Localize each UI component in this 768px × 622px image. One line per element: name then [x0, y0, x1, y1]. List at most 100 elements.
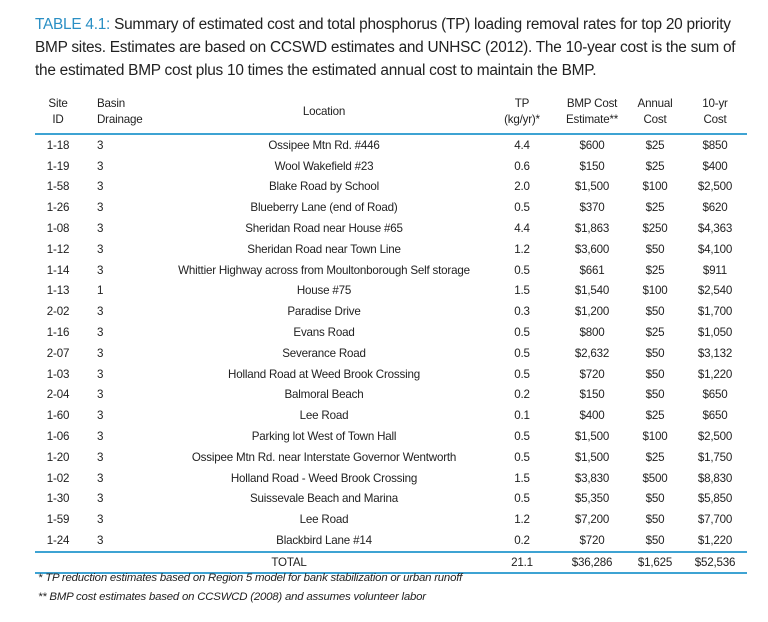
- column-header-line2: ID: [52, 113, 64, 126]
- column-header-tp: TP (kg/yr)*: [487, 94, 557, 135]
- cell-annual-cost: $50: [645, 492, 665, 506]
- column-header-line1: 10-yr: [702, 97, 728, 110]
- cell-basin-drainage: 3: [97, 450, 104, 464]
- table-row: 1-08 3 Sheridan Road near House #65 4.4 $1,8…: [35, 218, 747, 239]
- cell-ten-yr-cost: $3,132: [697, 346, 733, 360]
- cell-site-id: 1-26: [46, 201, 70, 215]
- total-bmp: $36,286: [557, 550, 627, 574]
- cell-ten-yr-cost: $400: [702, 159, 728, 173]
- cell-location: Evans Road: [293, 326, 355, 340]
- column-header-line2: Cost: [703, 113, 727, 126]
- cell-location: Paradise Drive: [287, 305, 361, 319]
- cell-tp: 1.5: [514, 471, 530, 485]
- column-header-line2: Estimate**: [565, 113, 619, 126]
- column-header-line1: TP: [514, 97, 530, 110]
- cell-site-id: 2-02: [46, 305, 70, 319]
- cell-tp: 0.5: [514, 430, 530, 444]
- cell-tp: 0.5: [514, 326, 530, 340]
- table-row: 2-07 3 Severance Road 0.5 $2,632 $50 $3,132: [35, 343, 747, 364]
- cell-annual-cost: $50: [645, 305, 665, 319]
- table-row: 1-16 3 Evans Road 0.5 $800 $25 $1,050: [35, 322, 747, 343]
- cell-tp: 4.4: [514, 222, 530, 236]
- column-header-basin-drainage: Basin Drainage: [81, 94, 161, 135]
- cell-basin-drainage: 3: [97, 367, 104, 381]
- column-header-line1: Location: [302, 105, 346, 118]
- table-row: 1-03 3 Holland Road at Weed Brook Crossing…: [35, 364, 747, 385]
- cell-ten-yr-cost: $7,700: [697, 513, 733, 527]
- cell-tp: 1.2: [514, 513, 530, 527]
- cell-location: Lee Road: [299, 513, 349, 527]
- total-ten-yr: $52,536: [683, 550, 747, 574]
- cell-basin-drainage: 3: [97, 492, 104, 506]
- cell-ten-yr-cost: $1,050: [697, 326, 733, 340]
- cell-tp: 4.4: [514, 138, 530, 152]
- table-row: 2-04 3 Balmoral Beach 0.2 $150 $50 $650: [35, 385, 747, 406]
- cell-tp: 2.0: [514, 180, 530, 194]
- cell-site-id: 1-19: [46, 159, 70, 173]
- cell-site-id: 1-08: [46, 222, 70, 236]
- cell-bmp-cost-estimate: $1,500: [574, 180, 610, 194]
- cell-tp: 0.5: [514, 367, 530, 381]
- cell-bmp-cost-estimate: $1,540: [574, 284, 610, 298]
- column-header-line1: Basin: [97, 97, 126, 110]
- cell-location: Ossipee Mtn Rd. #446: [268, 138, 380, 152]
- cell-bmp-cost-estimate: $400: [579, 409, 605, 423]
- table-row: 1-13 1 House #75 1.5 $1,540 $100 $2,540: [35, 281, 747, 302]
- cell-annual-cost: $50: [645, 388, 665, 402]
- caption-text: Summary of estimated cost and total phos…: [35, 16, 736, 79]
- column-header-bmp-cost-estimate: BMP Cost Estimate**: [557, 94, 627, 135]
- cell-basin-drainage: 3: [97, 534, 104, 548]
- cell-site-id: 1-20: [46, 450, 70, 464]
- cell-ten-yr-cost: $2,500: [697, 430, 733, 444]
- cell-basin-drainage: 3: [97, 222, 104, 236]
- cell-bmp-cost-estimate: $720: [579, 367, 605, 381]
- cell-tp: 1.2: [514, 242, 530, 256]
- cell-ten-yr-cost: $650: [702, 388, 728, 402]
- cell-bmp-cost-estimate: $7,200: [574, 513, 610, 527]
- header-row: Site ID Basin Drainage Location TP (kg/yr)* BMP…: [35, 94, 747, 135]
- cell-ten-yr-cost: $620: [702, 201, 728, 215]
- cell-basin-drainage: 3: [97, 513, 104, 527]
- cell-basin-drainage: 3: [97, 471, 104, 485]
- cell-ten-yr-cost: $1,220: [697, 367, 733, 381]
- cell-basin-drainage: 3: [97, 180, 104, 194]
- cell-site-id: 1-60: [46, 409, 70, 423]
- total-annual: $1,625: [627, 550, 683, 574]
- cell-ten-yr-cost: $4,363: [697, 222, 733, 236]
- cell-basin-drainage: 3: [97, 305, 104, 319]
- total-spacer: [35, 550, 161, 574]
- column-header-line1: Site: [48, 97, 68, 110]
- cell-bmp-cost-estimate: $1,500: [574, 450, 610, 464]
- cell-basin-drainage: 3: [97, 326, 104, 340]
- cell-location: Lee Road: [299, 409, 349, 423]
- cell-site-id: 1-58: [46, 180, 70, 194]
- cell-annual-cost: $50: [645, 242, 665, 256]
- cell-location: Severance Road: [282, 346, 366, 360]
- cell-basin-drainage: 3: [97, 388, 104, 402]
- table-row: 1-02 3 Holland Road - Weed Brook Crossing 1…: [35, 468, 747, 489]
- cell-tp: 1.5: [514, 284, 530, 298]
- cell-basin-drainage: 3: [97, 263, 104, 277]
- cell-tp: 0.5: [514, 450, 530, 464]
- cell-site-id: 1-16: [46, 326, 70, 340]
- column-header-line1: Annual: [637, 97, 673, 110]
- table-row: 1-60 3 Lee Road 0.1 $400 $25 $650: [35, 405, 747, 426]
- table-row: 1-59 3 Lee Road 1.2 $7,200 $50 $7,700: [35, 509, 747, 530]
- table-row: 1-24 3 Blackbird Lane #14 0.2 $720 $50 $1,220: [35, 530, 747, 552]
- cell-location: Holland Road at Weed Brook Crossing: [228, 367, 420, 381]
- footnote-1: * TP reduction estimates based on Region…: [38, 572, 463, 584]
- bmp-cost-table: Site ID Basin Drainage Location TP (kg/yr)* BMP…: [35, 94, 747, 574]
- cell-tp: 0.5: [514, 263, 530, 277]
- cell-annual-cost: $50: [645, 534, 665, 548]
- cell-bmp-cost-estimate: $2,632: [574, 346, 610, 360]
- cell-location: Whittier Highway across from Moultonboro…: [178, 263, 470, 277]
- cell-annual-cost: $25: [645, 263, 665, 277]
- cell-annual-cost: $100: [642, 284, 668, 298]
- cell-annual-cost: $25: [645, 138, 665, 152]
- cell-location: Parking lot West of Town Hall: [251, 430, 397, 444]
- table-row: 1-06 3 Parking lot West of Town Hall 0.5 $1,…: [35, 426, 747, 447]
- cell-basin-drainage: 3: [97, 346, 104, 360]
- cell-basin-drainage: 3: [97, 201, 104, 215]
- cell-bmp-cost-estimate: $150: [579, 388, 605, 402]
- column-header-line2: (kg/yr)*: [504, 113, 540, 126]
